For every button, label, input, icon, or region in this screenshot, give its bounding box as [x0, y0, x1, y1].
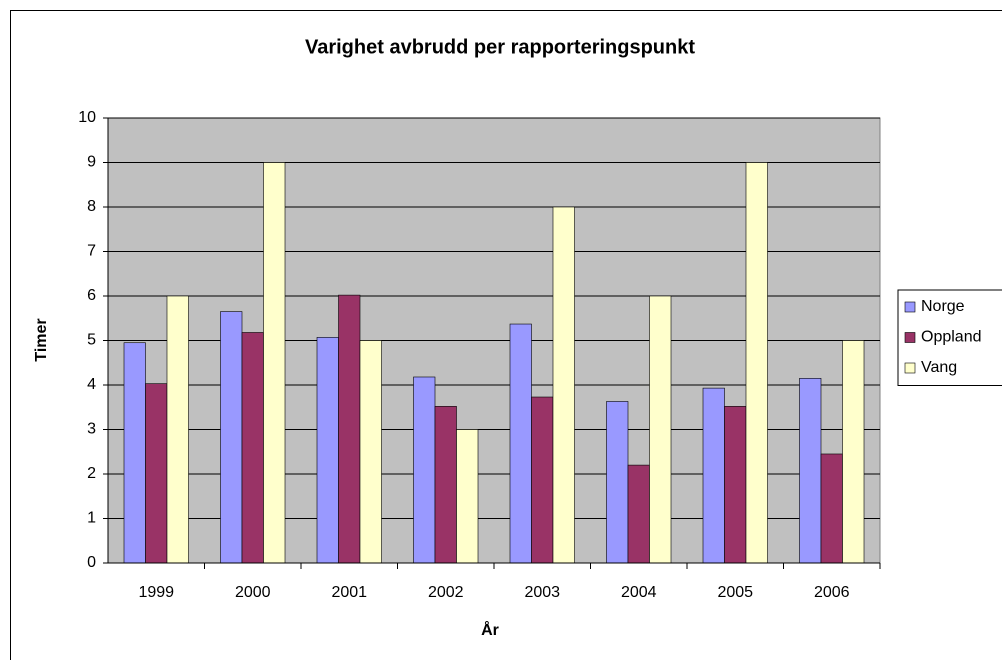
x-axis-title: År: [481, 620, 499, 639]
bar: [145, 383, 168, 564]
x-tick-label: 1999: [138, 584, 174, 601]
y-tick-label: 2: [87, 465, 96, 482]
bar: [123, 342, 146, 564]
x-tick-label: 2001: [331, 584, 367, 601]
x-tick-label: 2000: [235, 584, 271, 601]
bar: [166, 295, 189, 564]
bar: [702, 387, 725, 564]
bar: [338, 294, 361, 564]
bar: [316, 337, 339, 564]
bar: [799, 378, 822, 564]
y-tick-label: 1: [87, 510, 96, 527]
bar: [649, 295, 672, 564]
bar: [220, 311, 243, 564]
y-tick-label: 6: [87, 287, 96, 304]
y-tick-label: 9: [87, 154, 96, 171]
bar: [509, 323, 532, 564]
y-tick-label: 10: [78, 109, 96, 126]
bar: [842, 340, 865, 564]
legend-label: Vang: [921, 359, 957, 376]
bar: [263, 162, 286, 564]
bar: [820, 453, 843, 564]
x-tick-label: 2003: [524, 584, 560, 601]
bar: [724, 406, 747, 564]
bar: [627, 464, 650, 564]
bar: [745, 162, 768, 564]
legend-swatch: [904, 301, 916, 313]
x-tick-label: 2004: [621, 584, 657, 601]
legend-swatch: [904, 362, 916, 374]
y-axis-title: Timer: [33, 318, 50, 361]
bar: [531, 396, 554, 564]
bar: [241, 332, 264, 564]
legend-box: [897, 289, 1002, 386]
y-tick-label: 8: [87, 198, 96, 215]
y-tick-label: 4: [87, 376, 96, 393]
bar: [456, 429, 479, 564]
chart-title: Varighet avbrudd per rapporteringspunkt: [305, 36, 695, 58]
bar: [359, 340, 382, 564]
x-tick-label: 2006: [814, 584, 850, 601]
y-tick-label: 3: [87, 421, 96, 438]
x-tick-label: 2005: [717, 584, 753, 601]
bar: [606, 401, 629, 564]
bar: [552, 206, 575, 564]
bar: [413, 376, 436, 564]
legend-label: Oppland: [921, 329, 982, 346]
bar: [434, 406, 457, 564]
legend-swatch: [904, 332, 916, 343]
y-tick-label: 7: [87, 243, 96, 260]
y-tick-label: 5: [87, 332, 96, 349]
legend-label: Norge: [921, 298, 965, 315]
y-tick-label: 0: [87, 554, 96, 571]
x-tick-label: 2002: [428, 584, 464, 601]
